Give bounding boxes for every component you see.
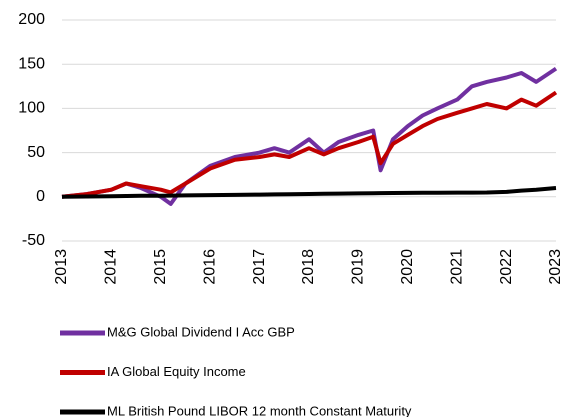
legend-label: IA Global Equity Income	[107, 364, 246, 379]
x-tick-label: 2017	[251, 249, 268, 285]
x-tick-label: 2022	[498, 249, 515, 285]
series-line	[61, 186, 557, 199]
y-tick-label: -50	[22, 232, 45, 249]
x-tick-label: 2023	[547, 249, 564, 285]
x-tick-label: 2013	[53, 249, 70, 285]
x-tick-label: 2014	[103, 249, 120, 285]
y-tick-label: 50	[27, 144, 45, 161]
x-tick-label: 2016	[201, 249, 218, 285]
x-tick-label: 2015	[152, 249, 169, 285]
y-tick-label: 150	[18, 55, 45, 72]
legend-label: ML British Pound LIBOR 12 month Constant…	[107, 403, 412, 417]
y-tick-label: 100	[18, 100, 45, 117]
y-tick-label: 200	[18, 11, 45, 28]
legend-label: M&G Global Dividend I Acc GBP	[107, 324, 295, 339]
x-tick-label: 2019	[350, 249, 367, 285]
x-tick-label: 2021	[448, 249, 465, 285]
x-tick-label: 2018	[300, 249, 317, 285]
x-tick-label: 2020	[399, 249, 416, 285]
series-line	[61, 90, 558, 199]
y-tick-label: 0	[36, 188, 45, 205]
